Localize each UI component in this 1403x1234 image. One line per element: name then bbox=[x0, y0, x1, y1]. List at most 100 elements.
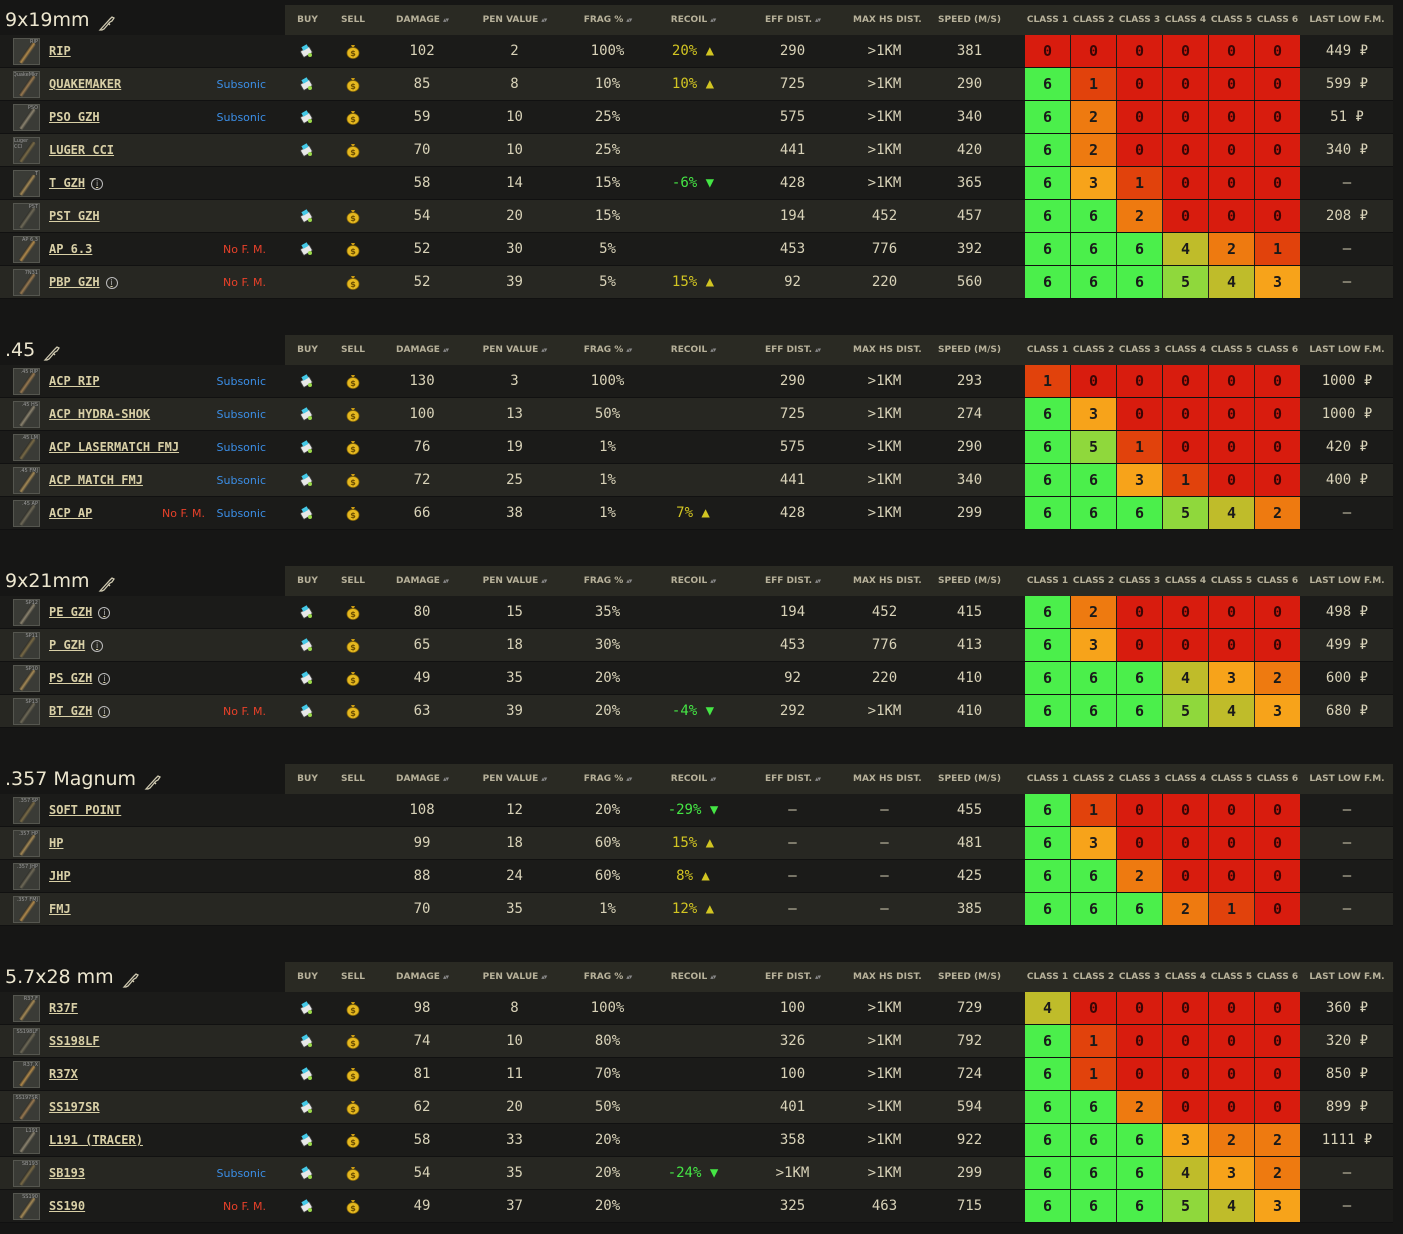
buy-cart-icon[interactable] bbox=[299, 670, 315, 686]
ammo-name-link[interactable]: LUGER CCI bbox=[49, 134, 114, 167]
sort-icon[interactable]: ▴▾ bbox=[710, 775, 716, 783]
sort-icon[interactable]: ▴▾ bbox=[815, 16, 821, 24]
sort-icon[interactable]: ▴▾ bbox=[442, 346, 449, 354]
info-icon[interactable]: i bbox=[98, 705, 111, 718]
money-bag-icon[interactable]: $ bbox=[345, 43, 361, 59]
ammo-name-link[interactable]: ACP AP bbox=[49, 497, 92, 530]
info-icon[interactable]: i bbox=[91, 177, 104, 190]
ammo-name-link[interactable]: ACP HYDRA-SHOK bbox=[49, 398, 150, 431]
sort-icon[interactable]: ▴▾ bbox=[626, 346, 632, 354]
money-bag-icon[interactable]: $ bbox=[345, 670, 361, 686]
column-header-eff[interactable]: EFF DIST. ▴▾ bbox=[732, 335, 853, 365]
ammo-name-link[interactable]: ACP RIP bbox=[49, 365, 100, 398]
ammo-name-link[interactable]: HP bbox=[49, 827, 63, 860]
sort-icon[interactable]: ▴▾ bbox=[541, 973, 547, 981]
buy-cart-icon[interactable] bbox=[299, 604, 315, 620]
buy-cart-icon[interactable] bbox=[299, 439, 315, 455]
column-header-frag[interactable]: FRAG % ▴▾ bbox=[561, 5, 654, 35]
buy-cart-icon[interactable] bbox=[299, 43, 315, 59]
sort-icon[interactable]: ▴▾ bbox=[710, 973, 716, 981]
ammo-name-link[interactable]: QUAKEMAKER bbox=[49, 68, 121, 101]
ammo-name-link[interactable]: ACP MATCH FMJ bbox=[49, 464, 143, 497]
sort-icon[interactable]: ▴▾ bbox=[626, 973, 632, 981]
ammo-name-link[interactable]: L191 (TRACER) bbox=[49, 1124, 143, 1157]
ammo-name-link[interactable]: R37F bbox=[49, 992, 78, 1025]
money-bag-icon[interactable]: $ bbox=[345, 208, 361, 224]
money-bag-icon[interactable]: $ bbox=[345, 241, 361, 257]
column-header-pen[interactable]: PEN VALUE ▴▾ bbox=[468, 5, 561, 35]
ammo-name-link[interactable]: PBP GZH i bbox=[49, 266, 118, 299]
money-bag-icon[interactable]: $ bbox=[345, 274, 361, 290]
money-bag-icon[interactable]: $ bbox=[345, 1066, 361, 1082]
ammo-name-link[interactable]: T GZH i bbox=[49, 167, 104, 200]
money-bag-icon[interactable]: $ bbox=[345, 406, 361, 422]
money-bag-icon[interactable]: $ bbox=[345, 472, 361, 488]
money-bag-icon[interactable]: $ bbox=[345, 142, 361, 158]
column-header-speed[interactable]: SPEED (M/S) bbox=[916, 962, 1023, 992]
info-icon[interactable]: i bbox=[98, 672, 111, 685]
buy-cart-icon[interactable] bbox=[299, 142, 315, 158]
sort-icon[interactable]: ▴▾ bbox=[815, 775, 821, 783]
sort-icon[interactable]: ▴▾ bbox=[626, 775, 632, 783]
money-bag-icon[interactable]: $ bbox=[345, 76, 361, 92]
sort-icon[interactable]: ▴▾ bbox=[442, 16, 449, 24]
buy-cart-icon[interactable] bbox=[299, 241, 315, 257]
sort-icon[interactable]: ▴▾ bbox=[626, 577, 632, 585]
money-bag-icon[interactable]: $ bbox=[345, 373, 361, 389]
sort-icon[interactable]: ▴▾ bbox=[442, 973, 449, 981]
column-header-frag[interactable]: FRAG % ▴▾ bbox=[561, 962, 654, 992]
money-bag-icon[interactable]: $ bbox=[345, 1198, 361, 1214]
column-header-speed[interactable]: SPEED (M/S) bbox=[916, 335, 1023, 365]
ammo-name-link[interactable]: FMJ bbox=[49, 893, 71, 926]
money-bag-icon[interactable]: $ bbox=[345, 604, 361, 620]
sort-icon[interactable]: ▴▾ bbox=[541, 346, 547, 354]
buy-cart-icon[interactable] bbox=[299, 373, 315, 389]
column-header-speed[interactable]: SPEED (M/S) bbox=[916, 566, 1023, 596]
column-header-recoil[interactable]: RECOIL ▴▾ bbox=[654, 5, 732, 35]
column-header-pen[interactable]: PEN VALUE ▴▾ bbox=[468, 962, 561, 992]
money-bag-icon[interactable]: $ bbox=[345, 637, 361, 653]
sort-icon[interactable]: ▴▾ bbox=[710, 16, 716, 24]
ammo-name-link[interactable]: R37X bbox=[49, 1058, 78, 1091]
column-header-frag[interactable]: FRAG % ▴▾ bbox=[561, 764, 654, 794]
money-bag-icon[interactable]: $ bbox=[345, 109, 361, 125]
money-bag-icon[interactable]: $ bbox=[345, 1000, 361, 1016]
column-header-eff[interactable]: EFF DIST. ▴▾ bbox=[732, 566, 853, 596]
buy-cart-icon[interactable] bbox=[299, 1165, 315, 1181]
info-icon[interactable]: i bbox=[91, 639, 104, 652]
ammo-name-link[interactable]: PSO GZH bbox=[49, 101, 100, 134]
buy-cart-icon[interactable] bbox=[299, 505, 315, 521]
money-bag-icon[interactable]: $ bbox=[345, 703, 361, 719]
column-header-maxhs[interactable]: MAX HS DIST. bbox=[853, 566, 922, 596]
column-header-frag[interactable]: FRAG % ▴▾ bbox=[561, 335, 654, 365]
buy-cart-icon[interactable] bbox=[299, 703, 315, 719]
money-bag-icon[interactable]: $ bbox=[345, 1132, 361, 1148]
ammo-name-link[interactable]: ACP LASERMATCH FMJ bbox=[49, 431, 179, 464]
column-header-damage[interactable]: DAMAGE ▴▾ bbox=[376, 335, 468, 365]
column-header-maxhs[interactable]: MAX HS DIST. bbox=[853, 335, 922, 365]
buy-cart-icon[interactable] bbox=[299, 406, 315, 422]
column-header-speed[interactable]: SPEED (M/S) bbox=[916, 5, 1023, 35]
ammo-name-link[interactable]: BT GZH i bbox=[49, 695, 111, 728]
column-header-maxhs[interactable]: MAX HS DIST. bbox=[853, 764, 922, 794]
buy-cart-icon[interactable] bbox=[299, 1000, 315, 1016]
ammo-name-link[interactable]: SOFT POINT bbox=[49, 794, 121, 827]
column-header-eff[interactable]: EFF DIST. ▴▾ bbox=[732, 962, 853, 992]
sort-icon[interactable]: ▴▾ bbox=[815, 346, 821, 354]
money-bag-icon[interactable]: $ bbox=[345, 1165, 361, 1181]
column-header-recoil[interactable]: RECOIL ▴▾ bbox=[654, 566, 732, 596]
column-header-pen[interactable]: PEN VALUE ▴▾ bbox=[468, 764, 561, 794]
column-header-damage[interactable]: DAMAGE ▴▾ bbox=[376, 764, 468, 794]
buy-cart-icon[interactable] bbox=[299, 472, 315, 488]
column-header-frag[interactable]: FRAG % ▴▾ bbox=[561, 566, 654, 596]
ammo-name-link[interactable]: AP 6.3 bbox=[49, 233, 92, 266]
column-header-pen[interactable]: PEN VALUE ▴▾ bbox=[468, 335, 561, 365]
ammo-name-link[interactable]: PE GZH i bbox=[49, 596, 111, 629]
column-header-recoil[interactable]: RECOIL ▴▾ bbox=[654, 335, 732, 365]
buy-cart-icon[interactable] bbox=[299, 109, 315, 125]
sort-icon[interactable]: ▴▾ bbox=[626, 16, 632, 24]
ammo-name-link[interactable]: JHP bbox=[49, 860, 71, 893]
ammo-name-link[interactable]: SS190 bbox=[49, 1190, 85, 1223]
sort-icon[interactable]: ▴▾ bbox=[541, 16, 547, 24]
column-header-maxhs[interactable]: MAX HS DIST. bbox=[853, 962, 922, 992]
